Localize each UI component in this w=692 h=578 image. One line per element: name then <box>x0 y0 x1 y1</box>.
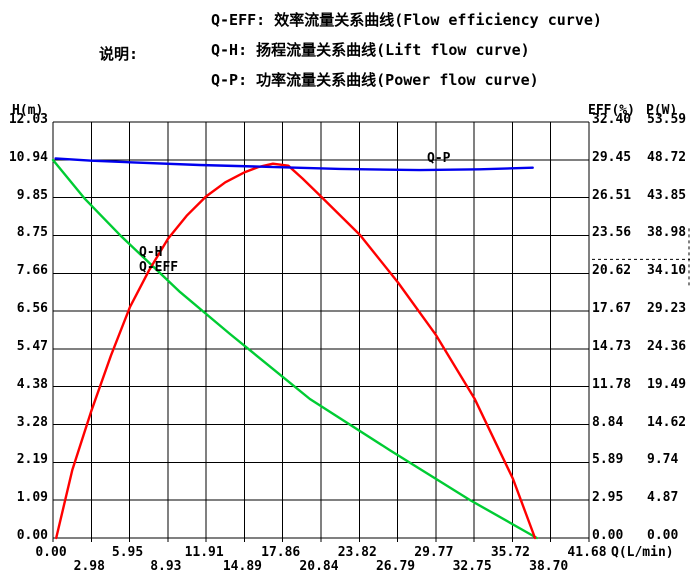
right-axis-eff-title: EFF(%) <box>588 103 635 118</box>
x-axis-tick: 32.75 <box>452 559 492 574</box>
x-axis-tick: 5.95 <box>111 545 144 560</box>
x-axis-tick: 41.68 <box>567 545 607 560</box>
left-axis-tick: 6.56 <box>16 301 48 317</box>
right-axis-p-tick: 19.49 <box>647 376 687 392</box>
x-axis-tick: 17.86 <box>261 545 301 560</box>
right-axis-eff-tick: 26.51 <box>592 187 632 203</box>
right-axis-eff-tick: 17.67 <box>592 301 632 317</box>
left-axis-title: H(m) <box>12 103 44 118</box>
right-axis-eff-tick: 32.40 <box>592 112 632 127</box>
left-axis-tick: 3.28 <box>16 414 48 430</box>
x-axis-tick: 26.79 <box>375 559 416 574</box>
right-axis-eff-tick: 23.56 <box>592 225 632 241</box>
curve-q-p <box>54 157 534 172</box>
left-axis-tick: 10.94 <box>8 149 48 165</box>
x-axis-tick: 35.72 <box>490 545 530 560</box>
right-axis-p-tick: 9.74 <box>647 452 679 468</box>
right-axis-p-tick: 53.59 <box>647 112 687 127</box>
right-axis-p-tick: 29.23 <box>647 301 687 317</box>
left-axis-tick: 12.03 <box>8 112 48 127</box>
right-axis-eff-tick: 11.78 <box>592 376 632 392</box>
x-axis-tick: 38.70 <box>529 559 569 574</box>
x-axis-tick: 11.91 <box>184 545 224 560</box>
right-axis-p-tick: 24.36 <box>647 338 687 354</box>
x-axis-tick: 29.77 <box>414 545 454 560</box>
legend-item-q-p: Q-P: 功率流量关系曲线(Power flow curve) <box>211 71 539 89</box>
left-axis-tick: 7.66 <box>16 263 48 279</box>
legend-prefix: 说明: <box>99 45 139 63</box>
right-axis-eff-tick: 29.45 <box>592 149 632 165</box>
x-axis-tick: 8.93 <box>150 559 182 574</box>
left-axis-tick: 8.75 <box>16 225 48 241</box>
right-axis-p-tick: 0.00 <box>647 528 679 543</box>
left-axis-tick: 0.00 <box>16 528 48 543</box>
right-axis-eff-tick: 14.73 <box>592 338 632 354</box>
x-axis-tick: 23.82 <box>337 545 377 560</box>
right-axis-eff-tick: 0.00 <box>592 528 624 543</box>
left-axis-tick: 9.85 <box>16 187 48 203</box>
right-axis-eff-tick: 2.95 <box>592 490 624 506</box>
x-axis-tick: 2.98 <box>73 559 105 574</box>
right-axis-eff-tick: 5.89 <box>592 452 624 468</box>
right-axis-p-title: P(W) <box>646 103 678 118</box>
curve-q-eff <box>55 162 537 540</box>
x-axis-unit: Q(L/min) <box>611 545 674 560</box>
right-axis-p-tick: 34.10 <box>647 263 687 279</box>
right-axis-p-tick: 4.87 <box>647 490 679 506</box>
x-axis-tick: 20.84 <box>299 559 339 574</box>
right-axis-p-tick: 48.72 <box>647 149 687 165</box>
left-axis-tick: 4.38 <box>16 376 48 392</box>
curve-q-h <box>51 158 539 540</box>
x-axis-tick: 14.89 <box>222 559 262 574</box>
legend-item-q-h: Q-H: 扬程流量关系曲线(Lift flow curve) <box>211 41 530 59</box>
right-axis-eff-tick: 20.62 <box>592 263 632 279</box>
legend-item-q-eff: Q-EFF: 效率流量关系曲线(Flow efficiency curve) <box>211 11 602 29</box>
x-axis-tick: 0.00 <box>35 545 67 560</box>
curve-label-q-eff: Q-EFF <box>139 260 179 275</box>
right-axis-p-tick: 14.62 <box>647 414 687 430</box>
left-axis-tick: 5.47 <box>16 338 48 354</box>
right-axis-p-tick: 38.98 <box>647 225 687 241</box>
right-axis-eff-tick: 8.84 <box>592 414 624 430</box>
left-axis-tick: 2.19 <box>16 452 48 468</box>
curve-label-q-h: Q-H <box>139 245 163 260</box>
curve-label-q-p: Q-P <box>427 151 451 166</box>
left-axis-tick: 1.09 <box>16 490 48 506</box>
right-axis-p-tick: 43.85 <box>647 187 687 203</box>
